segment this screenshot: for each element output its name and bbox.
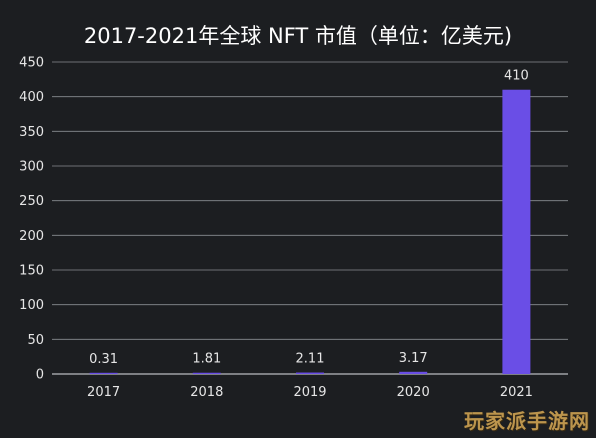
y-tick-label: 300 (19, 160, 44, 175)
bar-2018 (192, 372, 221, 374)
y-tick-label: 200 (19, 229, 44, 244)
y-tick-label: 100 (19, 298, 44, 313)
x-tick-label: 2019 (293, 385, 326, 400)
data-label-2017: 0.31 (89, 352, 118, 367)
data-label-2021: 410 (504, 69, 529, 84)
x-tick-label: 2020 (397, 385, 430, 400)
data-label-2020: 3.17 (399, 351, 428, 366)
gridlines (52, 61, 568, 375)
chart-title: 2017-2021年全球 NFT 市值（单位：亿美元) (83, 24, 513, 48)
bar-2017 (89, 372, 118, 374)
data-labels: 0.31 1.81 2.11 3.17 410 (89, 69, 529, 367)
bars (89, 89, 531, 374)
y-tick-label: 150 (19, 264, 44, 279)
y-tick-label: 0 (36, 368, 44, 383)
y-tick-label: 50 (27, 333, 44, 348)
y-axis-ticks: 0 50 100 150 200 250 300 350 400 450 (19, 56, 44, 383)
watermark-logo: 玩家派手游网 (464, 409, 590, 433)
y-tick-label: 250 (19, 194, 44, 209)
x-tick-label: 2018 (190, 385, 223, 400)
data-label-2018: 1.81 (192, 352, 221, 367)
y-tick-label: 350 (19, 125, 44, 140)
y-tick-label: 400 (19, 90, 44, 105)
x-tick-label: 2017 (87, 385, 120, 400)
bar-2019 (296, 372, 324, 374)
bar-2020 (399, 371, 428, 374)
x-axis-ticks: 2017 2018 2019 2020 2021 (87, 385, 533, 400)
data-label-2019: 2.11 (296, 352, 325, 367)
y-tick-label: 450 (19, 56, 44, 71)
bar-2021 (502, 89, 531, 374)
x-tick-label: 2021 (500, 385, 533, 400)
